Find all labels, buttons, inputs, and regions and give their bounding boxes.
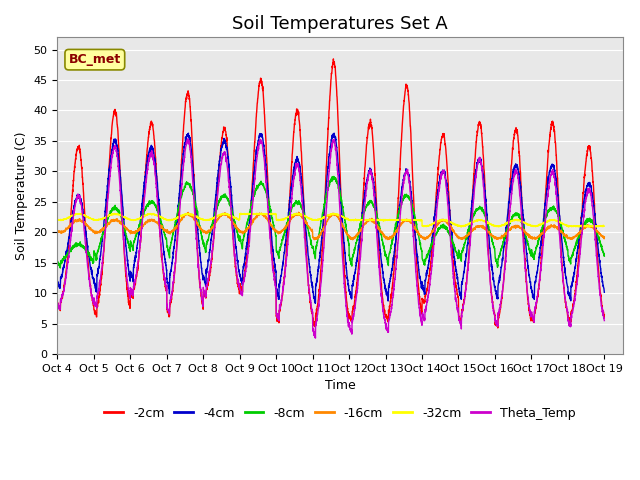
Line: -4cm: -4cm [58,133,604,303]
-4cm [54,278,61,284]
-4cm [549,162,557,168]
Line: -16cm: -16cm [58,212,604,240]
Theta_Temp [184,136,192,142]
-2cm [394,206,402,212]
-16cm [394,226,402,232]
-8cm [54,260,61,265]
Theta_Temp [171,268,179,274]
-16cm [549,223,557,228]
-4cm [207,245,214,251]
-16cm [171,226,179,231]
-2cm [206,269,214,275]
Legend: -2cm, -4cm, -8cm, -16cm, -32cm, Theta_Temp: -2cm, -4cm, -8cm, -16cm, -32cm, Theta_Te… [99,402,580,424]
-32cm [548,217,556,223]
-32cm [600,223,608,229]
-32cm [54,217,61,223]
Theta_Temp [312,335,319,341]
-8cm [600,252,608,258]
-8cm [394,214,402,220]
-8cm [330,174,337,180]
-32cm [171,216,179,221]
-4cm [394,217,402,223]
-32cm [257,210,265,216]
-2cm [171,270,179,276]
Theta_Temp [549,167,557,173]
-2cm [54,300,61,305]
Title: Soil Temperatures Set A: Soil Temperatures Set A [232,15,448,33]
Theta_Temp [207,263,214,269]
-16cm [54,229,61,235]
-2cm [549,119,557,124]
-8cm [385,263,392,268]
X-axis label: Time: Time [324,379,355,392]
-16cm [206,229,214,235]
Line: -8cm: -8cm [58,177,604,268]
-2cm [600,312,608,318]
Line: Theta_Temp: Theta_Temp [58,139,604,338]
-4cm [184,130,192,136]
Text: BC_met: BC_met [68,53,121,66]
-8cm [56,265,64,271]
-4cm [312,300,319,306]
-8cm [549,204,557,210]
-4cm [385,295,392,301]
-4cm [600,288,608,293]
-16cm [295,209,303,215]
Theta_Temp [385,329,392,335]
-8cm [600,253,608,259]
-4cm [600,289,608,295]
-32cm [394,217,402,223]
Line: -32cm: -32cm [58,213,604,227]
-2cm [330,56,337,62]
Theta_Temp [54,300,61,306]
-16cm [600,234,608,240]
-8cm [207,229,214,235]
-32cm [586,224,594,230]
-2cm [494,325,502,331]
-2cm [385,319,392,325]
Theta_Temp [600,317,608,323]
-16cm [600,236,608,241]
-32cm [600,223,608,229]
-8cm [171,223,179,229]
-4cm [171,240,179,245]
-16cm [385,235,392,241]
Theta_Temp [394,240,402,246]
-2cm [600,312,608,318]
-32cm [206,216,214,222]
-32cm [385,217,392,223]
Theta_Temp [600,318,608,324]
Y-axis label: Soil Temperature (C): Soil Temperature (C) [15,132,28,260]
-16cm [349,237,356,243]
Line: -2cm: -2cm [58,59,604,328]
